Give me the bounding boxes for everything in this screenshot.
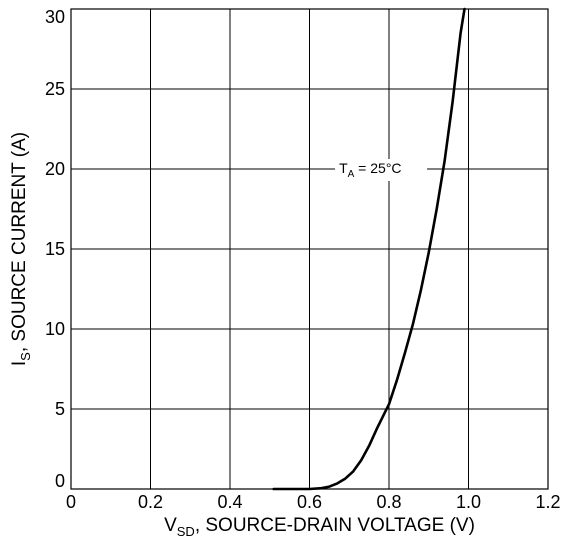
x-axis-label-subscript: SD: [177, 524, 195, 539]
annotation-subscript: A: [348, 169, 355, 180]
x-tick-label: 0.2: [138, 492, 163, 512]
y-axis-label-main: I: [9, 361, 30, 366]
y-tick-label: 10: [45, 319, 65, 339]
y-tick-label: 20: [45, 159, 65, 179]
y-tick-label: 0: [55, 471, 65, 491]
temperature-annotation: TA = 25°C: [335, 159, 428, 181]
annotation-background: [335, 159, 428, 181]
y-axis-label: IS, SOURCE CURRENT (A): [9, 132, 33, 366]
x-tick-label: 0.6: [297, 492, 322, 512]
x-axis-label-rest: , SOURCE-DRAIN VOLTAGE (V): [195, 515, 475, 536]
x-tick-label: 0.8: [376, 492, 401, 512]
x-axis-label: VSD, SOURCE-DRAIN VOLTAGE (V): [164, 515, 475, 539]
y-tick-label: 5: [55, 399, 65, 419]
y-axis-label-rest: , SOURCE CURRENT (A): [9, 132, 30, 352]
x-tick-label: 1.0: [456, 492, 481, 512]
series-line: [272, 7, 466, 491]
annotation-main: T: [339, 160, 348, 176]
x-tick-label: 1.2: [535, 492, 560, 512]
x-tick-label: 0: [66, 492, 76, 512]
y-tick-label: 25: [45, 79, 65, 99]
grid: [71, 9, 548, 489]
y-tick-labels: 0 5 10 15 20 25 30: [45, 7, 65, 491]
annotation-rest: = 25°C: [354, 160, 401, 176]
y-axis-label-subscript: S: [18, 352, 33, 361]
x-axis-label-main: V: [164, 515, 177, 536]
annotation-text: TA = 25°C: [339, 160, 401, 180]
x-tick-labels: 0 0.2 0.4 0.6 0.8 1.0 1.2: [66, 492, 561, 512]
y-tick-label: 15: [45, 239, 65, 259]
y-tick-label: 30: [45, 7, 65, 27]
x-tick-label: 0.4: [217, 492, 242, 512]
